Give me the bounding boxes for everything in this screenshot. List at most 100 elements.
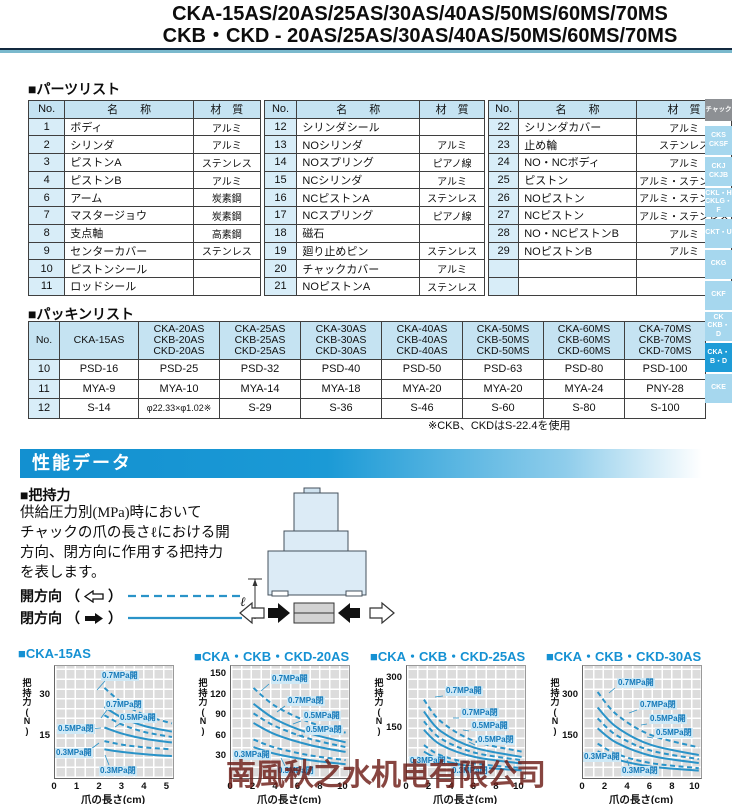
cell: アルミ	[192, 117, 261, 137]
cell: 21	[263, 276, 298, 296]
series-line	[423, 729, 522, 765]
column-header: No.	[488, 100, 520, 119]
x-tick-label: 2	[601, 781, 608, 792]
column-header: 名 称	[296, 100, 421, 119]
table-row: 28 NO・NCピストンB アルミ	[488, 223, 732, 243]
label-leader-line	[260, 683, 270, 692]
cell: NCピストンA	[296, 188, 421, 208]
table-header-row: No. CKA-15AS CKA-20AS CKB-20AS CKD-20AS CKA-2…	[28, 321, 706, 360]
cell: 炭素鋼	[192, 188, 261, 208]
cell: 28	[488, 223, 520, 243]
sidebar-tab-ckt・u[interactable]: CKT・U	[705, 219, 732, 248]
cell: センターカバー	[64, 241, 194, 261]
model-line-1: CKA-15AS/20AS/25AS/30AS/40AS/50MS/60MS/7…	[172, 3, 668, 25]
chart-plot-area: 把持力(N) 150 120 90 60 30 0.7MPa開 0.7MPa閉 0.5MPa開 0…	[194, 663, 370, 804]
x-tick-label: 8	[317, 781, 323, 792]
watermark-text: 南風秋之水机电有限公司	[226, 759, 546, 792]
close-arrow-icon	[85, 612, 103, 624]
cell: 13	[263, 135, 298, 155]
sidebar-tab-cks-cksf[interactable]: CKS CKSF	[705, 126, 732, 155]
cell: NOピストンA	[296, 276, 421, 296]
cell: PSD-50	[381, 359, 463, 380]
sidebar-tab-cka・b・d[interactable]: CKA・B・D	[705, 343, 732, 372]
legend-close-label: 閉方向	[20, 610, 62, 626]
cell: φ22.33×φ1.02※	[138, 398, 220, 419]
x-tick-label: 4	[448, 781, 454, 792]
series-line	[596, 706, 700, 757]
column-header: 名 称	[518, 100, 638, 119]
grip-description-line: を表します。	[20, 565, 106, 581]
table-row: 8 支点軸 高素鋼	[27, 223, 261, 243]
table-row: 18 磁石	[263, 223, 486, 243]
cell: 6	[27, 188, 66, 208]
x-tick-label: 6	[470, 781, 477, 792]
x-tick-label: 8	[669, 781, 675, 792]
sidebar-tab-label: CKSF	[708, 140, 729, 148]
paren-close: ）	[108, 588, 122, 604]
table-row: 17 NCスプリング ピアノ線	[263, 206, 486, 225]
x-tick-label: 4	[272, 781, 278, 792]
cell: PSD-80	[543, 359, 625, 380]
model-line-2: CKB・CKD - 20AS/25AS/30AS/40AS/50MS/60MS/…	[162, 25, 678, 47]
table-row: 29 NOピストンB アルミ	[488, 241, 732, 261]
x-tick-label: 5	[163, 781, 170, 792]
table-row: 3 ピストンA ステンレス	[27, 153, 261, 172]
series-line	[596, 717, 699, 761]
sidebar-tab-ckf[interactable]: CKF	[705, 281, 732, 310]
y-tick-label: 120	[210, 688, 226, 700]
column-header: CKA-40AS CKB-40AS CKD-40AS	[381, 321, 463, 360]
cell: 10	[28, 359, 60, 380]
cell: 20	[263, 259, 298, 278]
packing-table: No. CKA-15AS CKA-20AS CKB-20AS CKD-20AS CKA-2…	[28, 321, 706, 419]
cell: 止め輪	[518, 135, 638, 155]
sidebar-tab-ckj-ckjb[interactable]: CKJ CKJB	[705, 157, 732, 186]
table-row: 16 NCピストンA ステンレス	[263, 188, 486, 208]
series-label: 0.3MPa開	[409, 756, 447, 766]
table-row: 7 マスタージョウ 炭素鋼	[27, 206, 261, 225]
series-label: 0.3MPa開	[583, 752, 621, 762]
cell	[488, 276, 520, 296]
y-tick-label: 60	[215, 729, 226, 741]
packing-footnote: ※CKB、CKDはS-22.4を使用	[428, 420, 571, 432]
chart-plot-area: 把持力(N) 30 15 0.7MPa開 0.7MPa閉 0.5MPa開 0.5MPa閉 0.…	[18, 663, 194, 804]
cell: 29	[488, 241, 520, 261]
cell: 19	[263, 241, 298, 261]
label-leader-line	[626, 759, 630, 767]
sidebar-tab-ckl・h-cklg・f[interactable]: CKL・H CKLG・F	[705, 188, 732, 217]
cell: MYA-20	[462, 378, 544, 399]
cell: ピアノ線	[419, 153, 486, 172]
svg-text:ℓ: ℓ	[240, 594, 246, 609]
series-line	[423, 698, 522, 753]
label-leader-line	[96, 680, 106, 691]
table-header-row: No. 名 称材 質	[263, 100, 486, 119]
cell: ステンレス	[192, 241, 261, 261]
column-header: No.	[263, 100, 298, 119]
x-tick-label: 0	[403, 781, 409, 792]
cell: 7	[27, 206, 66, 225]
table-row: 14 NOスプリング ピアノ線	[263, 153, 486, 172]
label-leader-line	[628, 709, 638, 714]
table-row: 27 NCピストン アルミ・ステンレス	[488, 206, 732, 225]
table-row: 1 ボディ アルミ	[27, 117, 261, 137]
cell: MYA-18	[300, 378, 382, 399]
sidebar-tab-ckg[interactable]: CKG	[705, 250, 732, 279]
legend-open-label: 開方向	[20, 588, 62, 604]
y-tick-label: 90	[215, 709, 226, 721]
x-tick-label: 1	[73, 781, 80, 792]
series-label: 0.3MPa開	[233, 750, 271, 760]
cell: 14	[263, 153, 298, 172]
cell: アーム	[64, 188, 194, 208]
table-row: 11 ロッドシール	[27, 276, 261, 296]
cell: 15	[263, 170, 298, 190]
sidebar-tab-cke[interactable]: CKE	[705, 374, 732, 403]
label-leader-line	[462, 729, 470, 732]
y-tick-label: 30	[215, 750, 226, 762]
cell: PSD-100	[624, 359, 706, 380]
sidebar-tab-label: CKF	[711, 291, 726, 299]
paren-open: （	[66, 610, 80, 626]
sidebar-tab-ck-ckb・d[interactable]: CK CKB・D	[705, 312, 732, 341]
x-tick-label: 0	[51, 781, 57, 792]
sidebar-tabs: CKS CKSF CKJ CKJB CKL・H CKLG・F CKT・U CKG CKF CK CK…	[705, 126, 732, 403]
series-label: 0.3MPa閉	[277, 766, 315, 776]
